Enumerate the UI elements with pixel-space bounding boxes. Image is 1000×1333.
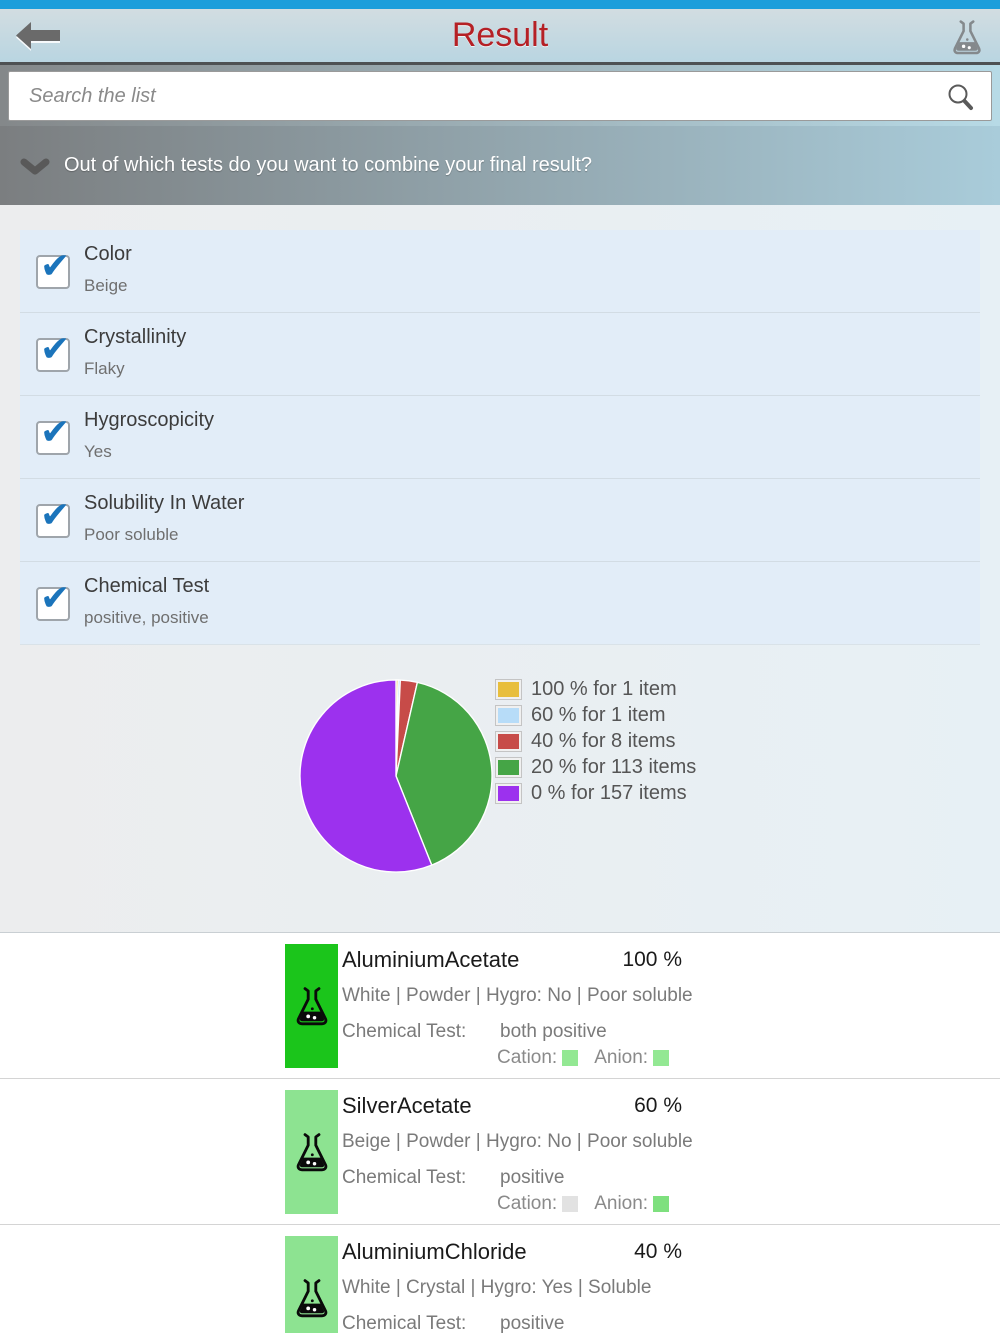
legend-label: 20 % for 113 items [531, 755, 697, 778]
substance-properties: White | Crystal | Hygro: Yes | Soluble [342, 1277, 652, 1298]
search-box [8, 71, 992, 121]
legend-label: 60 % for 1 item [531, 703, 666, 726]
legend-item: 60 % for 1 item [495, 702, 696, 728]
checkbox[interactable]: ✔ [36, 411, 70, 455]
chemical-test-label: Chemical Test: [342, 1313, 467, 1333]
legend-item: 20 % for 113 items [495, 754, 697, 780]
test-row-chemical-test[interactable]: ✔ Chemical Test positive, positive [20, 562, 980, 645]
cation-label: Cation: [497, 1047, 558, 1068]
checkbox[interactable]: ✔ [36, 328, 70, 372]
substance-name: AluminiumChloride [342, 1239, 527, 1264]
tests-checklist: ✔ Color Beige ✔ Crystallinity Flaky ✔ Hy… [20, 230, 980, 645]
test-label: Color [84, 243, 132, 265]
match-color-block [285, 944, 338, 1068]
pie-legend: 100 % for 1 item 60 % for 1 item 40 % fo… [495, 676, 697, 806]
legend-item: 100 % for 1 item [495, 676, 696, 702]
result-row-aluminiumacetate[interactable]: AluminiumAcetate 100 % White | Powder | … [0, 933, 1000, 1079]
flask-icon [293, 1132, 331, 1174]
search-icon [948, 84, 973, 110]
substance-name: SilverAcetate [342, 1093, 472, 1118]
checkmark-icon: ✔ [40, 577, 71, 618]
flask-icon[interactable] [950, 17, 984, 59]
legend-swatch [495, 756, 522, 778]
checkbox[interactable]: ✔ [36, 577, 70, 621]
match-distribution-pie-chart [299, 679, 493, 873]
checkbox[interactable]: ✔ [36, 245, 70, 289]
substance-properties: Beige | Powder | Hygro: No | Poor solubl… [342, 1131, 693, 1152]
legend-item: 0 % for 157 items [495, 780, 696, 806]
test-value: Yes [84, 442, 112, 461]
checkmark-icon: ✔ [40, 411, 71, 452]
match-percent: 40 % [634, 1240, 682, 1263]
content-area: ✔ Color Beige ✔ Crystallinity Flaky ✔ Hy… [0, 205, 1000, 932]
checkmark-icon: ✔ [40, 245, 71, 286]
test-label: Chemical Test [84, 575, 210, 597]
substance-properties: White | Powder | Hygro: No | Poor solubl… [342, 985, 693, 1006]
flask-icon [293, 1278, 331, 1320]
cation-indicator [562, 1196, 579, 1212]
chemical-test-value: both positive [500, 1021, 607, 1042]
anion-indicator [653, 1196, 670, 1212]
flask-icon [293, 986, 331, 1028]
match-color-block [285, 1090, 338, 1214]
test-label: Hygroscopicity [84, 409, 215, 431]
test-value: Flaky [84, 359, 125, 378]
page-title: Result [451, 16, 549, 54]
back-arrow-icon[interactable] [16, 22, 60, 49]
results-list: AluminiumAcetate 100 % White | Powder | … [0, 932, 1000, 1333]
search-band [0, 62, 1000, 126]
app-bar: Result [0, 9, 1000, 62]
checkmark-icon: ✔ [40, 328, 71, 369]
status-strip [0, 0, 1000, 9]
legend-swatch [495, 678, 522, 700]
test-row-color[interactable]: ✔ Color Beige [20, 230, 980, 313]
legend-swatch [495, 782, 522, 804]
anion-label: Anion: [594, 1047, 649, 1068]
result-row-silveracetate[interactable]: SilverAcetate 60 % Beige | Powder | Hygr… [0, 1079, 1000, 1225]
legend-swatch [495, 704, 522, 726]
anion-indicator [653, 1050, 670, 1066]
question-text: Out of which tests do you want to combin… [64, 154, 593, 176]
legend-item: 40 % for 8 items [495, 728, 696, 754]
anion-label: Anion: [594, 1193, 649, 1214]
legend-swatch [495, 730, 522, 752]
substance-name: AluminiumAcetate [342, 947, 520, 972]
test-row-hygroscopicity[interactable]: ✔ Hygroscopicity Yes [20, 396, 980, 479]
test-value: Beige [84, 276, 128, 295]
checkmark-icon: ✔ [40, 494, 71, 535]
test-row-crystallinity[interactable]: ✔ Crystallinity Flaky [20, 313, 980, 396]
test-row-solubility[interactable]: ✔ Solubility In Water Poor soluble [20, 479, 980, 562]
chemical-test-value: positive [500, 1167, 565, 1188]
chemical-test-label: Chemical Test: [342, 1167, 467, 1188]
ion-indicators: Cation: Anion: [497, 1193, 670, 1215]
chevron-down-icon [20, 158, 50, 175]
match-percent: 60 % [634, 1094, 682, 1117]
chemical-test-label: Chemical Test: [342, 1021, 467, 1042]
test-label: Solubility In Water [84, 492, 245, 514]
checkbox[interactable]: ✔ [36, 494, 70, 538]
search-input[interactable] [9, 72, 991, 120]
chemical-test-value: positive [500, 1313, 565, 1333]
test-value: positive, positive [84, 608, 209, 627]
result-row-aluminiumchloride[interactable]: AluminiumChloride 40 % White | Crystal |… [0, 1225, 1000, 1333]
tests-expander[interactable]: Out of which tests do you want to combin… [0, 126, 1000, 205]
cation-indicator [562, 1050, 579, 1066]
ion-indicators: Cation: Anion: [497, 1047, 670, 1069]
legend-label: 100 % for 1 item [531, 677, 677, 700]
legend-label: 0 % for 157 items [531, 781, 687, 804]
test-value: Poor soluble [84, 525, 179, 544]
cation-label: Cation: [497, 1193, 558, 1214]
test-label: Crystallinity [84, 326, 187, 348]
match-percent: 100 % [622, 948, 682, 971]
match-color-block [285, 1236, 338, 1333]
legend-label: 40 % for 8 items [531, 729, 676, 752]
